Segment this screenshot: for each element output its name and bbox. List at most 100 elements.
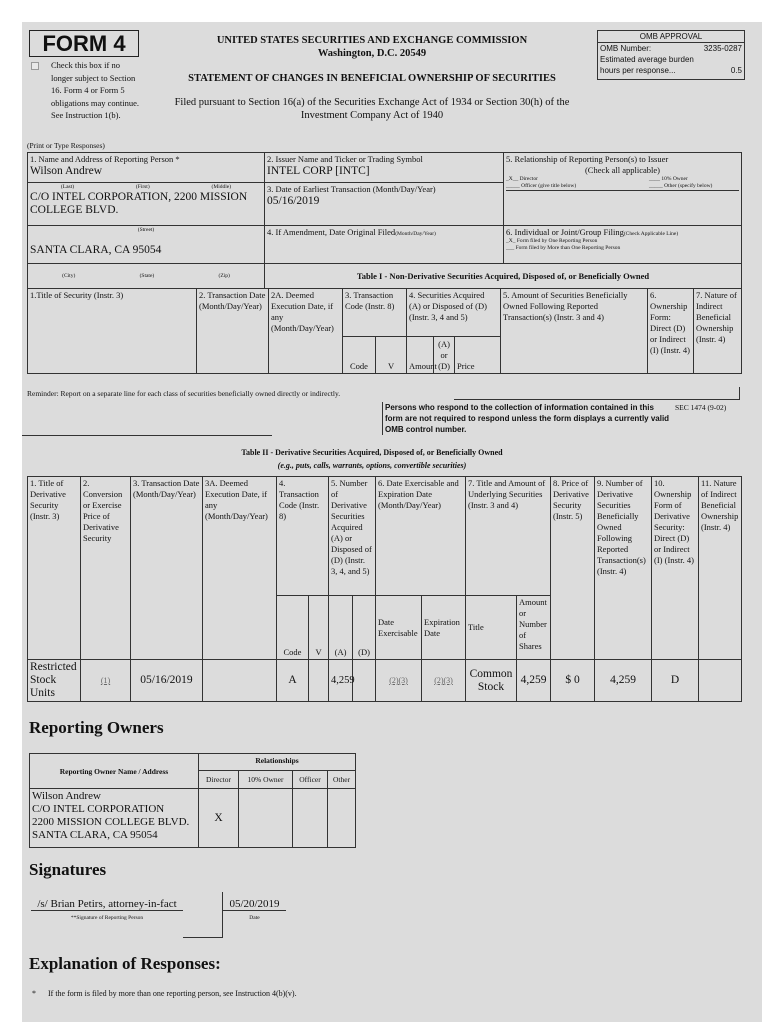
table2-title: Table II - Derivative Securities Acquire… [241,448,503,457]
t2-underlying-title: Common Stock [465,659,518,702]
t2-form: D [651,659,700,702]
form-title: FORM 4 [29,30,139,57]
t2-sub-title: Title [465,595,518,660]
zip-caption: (Zip) [218,272,230,279]
table2: 1. Title of Derivative Security (Instr. … [27,476,743,702]
owner-officer [292,788,328,848]
owner-other [326,788,357,848]
middle-caption: (Middle) [211,184,232,190]
reporting-owners-heading: Reporting Owners [29,718,164,737]
t2-h1: 1. Title of Derivative Security (Instr. … [27,476,81,660]
omb-hours: 0.5 [730,66,742,75]
form4-page: FORM 4 Check this box if no longer subje… [22,22,762,1022]
t1-h3: 3. Transaction Code (Instr. 8) [341,288,408,337]
other-header: Other [326,770,357,789]
footnote-text: If the form is filed by more than one re… [48,989,297,998]
director-header: Director [198,770,239,789]
t2-v [307,659,330,702]
t2-h3a: 3A. Deemed Execution Date, if any (Month… [202,476,277,660]
t2-h7: 7. Title and Amount of Underlying Securi… [465,476,552,596]
explanation-heading: Explanation of Responses: [29,954,221,973]
t2-sub-code: Code [276,595,309,660]
t2-sub-exercisable: Date Exercisable [375,595,423,660]
field3-cell: 3. Date of Earliest Transaction (Month/D… [264,182,504,226]
t2-sub-v: V [307,595,330,660]
persons-notice: Persons who respond to the collection of… [382,402,672,435]
no-longer-subject-checkbox[interactable] [31,62,39,70]
signature-date: 05/20/2019 [223,898,286,911]
owner-name-header: Reporting Owner Name / Address [29,753,199,789]
t2-nature [698,659,743,702]
t2-exercisable: (2)(3) [375,659,423,702]
t2-owned: 4,259 [594,659,653,702]
state-caption: (State) [139,272,155,279]
field3-label: 3. Date of Earliest Transaction (Month/D… [267,184,436,194]
t1-sub-price: Price [454,336,502,374]
t2-underlying-amount: 4,259 [516,659,552,702]
omb-burden-label: Estimated average burden [600,55,694,64]
omb-number-label: OMB Number: [600,44,652,53]
field2-cell: 2. Issuer Name and Ticker or Trading Sym… [264,152,504,183]
signatures-heading: Signatures [29,860,107,879]
t2-acquired: 4,259 [328,659,355,702]
address-cell: (Last) (First) (Middle) C/O INTEL CORPORATI… [27,182,265,226]
t2-h5: 5. Number of Derivative Securities Acqui… [328,476,377,596]
issuer-name: INTEL CORP [INTC] [267,165,370,177]
city-cell: (Street) SANTA CLARA, CA 95054 [27,225,265,264]
t2-code: A [276,659,309,702]
footnote-mark: * [32,989,36,998]
field4-label: 4. If Amendment, Date Original Filed [267,227,396,237]
divider [183,892,223,938]
t1-h5: 5. Amount of Securities Beneficially Own… [500,288,649,374]
reporter-city: SANTA CLARA, CA 95054 [30,244,162,256]
t1-h2a: 2A. Deemed Execution Date, if any (Month… [268,288,343,374]
earliest-transaction-date: 05/16/2019 [267,195,320,207]
t1-sub-amount: Amount [406,336,437,374]
t2-price-ref: (1) [80,659,131,702]
t2-h6: 6. Date Exercisable and Expiration Date … [375,476,467,596]
field4-sub: (Month/Day/Year) [395,231,436,237]
date-caption: Date [249,915,260,921]
footnote-link[interactable]: (1) [100,676,111,685]
last-caption: (Last) [60,184,75,190]
field4-cell: 4. If Amendment, Date Original Filed(Mon… [264,225,504,264]
field5-sub: (Check all applicable) [584,165,661,175]
t2-h2: 2. Conversion or Exercise Price of Deriv… [80,476,131,660]
t2-h11: 11. Nature of Indirect Beneficial Owners… [698,476,743,660]
checkbox-text: Check this box if no longer subject to S… [51,60,140,120]
footnote-link[interactable]: (2)(3) [434,676,453,685]
filed-pursuant-1: Filed pursuant to Section 16(a) of the S… [174,97,570,108]
t2-h9: 9. Number of Derivative Securities Benef… [594,476,653,660]
street-caption: (Street) [137,227,155,233]
sec-code: SEC 1474 (9-02) [675,403,727,412]
owner-check: ____ 10% Owner [649,176,688,182]
owner-addr3: SANTA CLARA, CA 95054 [32,829,158,841]
first-caption: (First) [135,184,150,190]
city-caption: (City) [62,272,76,279]
owner-addr1: C/O INTEL CORPORATION [32,803,165,815]
t2-date: 05/16/2019 [130,659,203,702]
one-person-check: _X_ Form filed by One Reporting Person [506,238,598,244]
owner-director: X [198,788,239,848]
reporting-owners-table: Reporting Owner Name / Address Relationsh… [29,753,357,848]
field6-sub: (Check Applicable Line) [623,231,679,237]
footnote-link[interactable]: (2)(3) [389,676,408,685]
agency-name: UNITED STATES SECURITIES AND EXCHANGE CO… [216,35,528,46]
table1-title: Table I - Non-Derivative Securities Acqu… [264,263,742,289]
t2-sub-d: (D) [352,595,377,660]
t2-h3: 3. Transaction Date (Month/Day/Year) [130,476,203,660]
field6-label: 6. Individual or Joint/Group Filing [506,227,624,237]
city-state-zip-cell: (City) (State) (Zip) [27,263,265,289]
field5-cell: 5. Relationship of Reporting Person(s) t… [503,152,742,226]
t2-sub-a: (A) [328,595,354,660]
t2-h8: 8. Price of Derivative Security (Instr. … [550,476,596,660]
t1-sub-v: V [374,336,408,374]
signature-caption: **Signature of Reporting Person [70,915,144,921]
omb-title: OMB APPROVAL [598,31,744,43]
more-person-check: ___ Form filed by More than One Reportin… [506,245,621,251]
owner-name: Wilson Andrew [32,790,101,802]
table-row: Restricted Stock Units (1) 05/16/2019 A … [27,659,743,702]
reporter-address: C/O INTEL CORPORATION, 2200 MISSION COLL… [30,191,248,216]
field1-label: 1. Name and Address of Reporting Person … [30,154,180,164]
agency-location: Washington, D.C. 20549 [317,48,427,59]
